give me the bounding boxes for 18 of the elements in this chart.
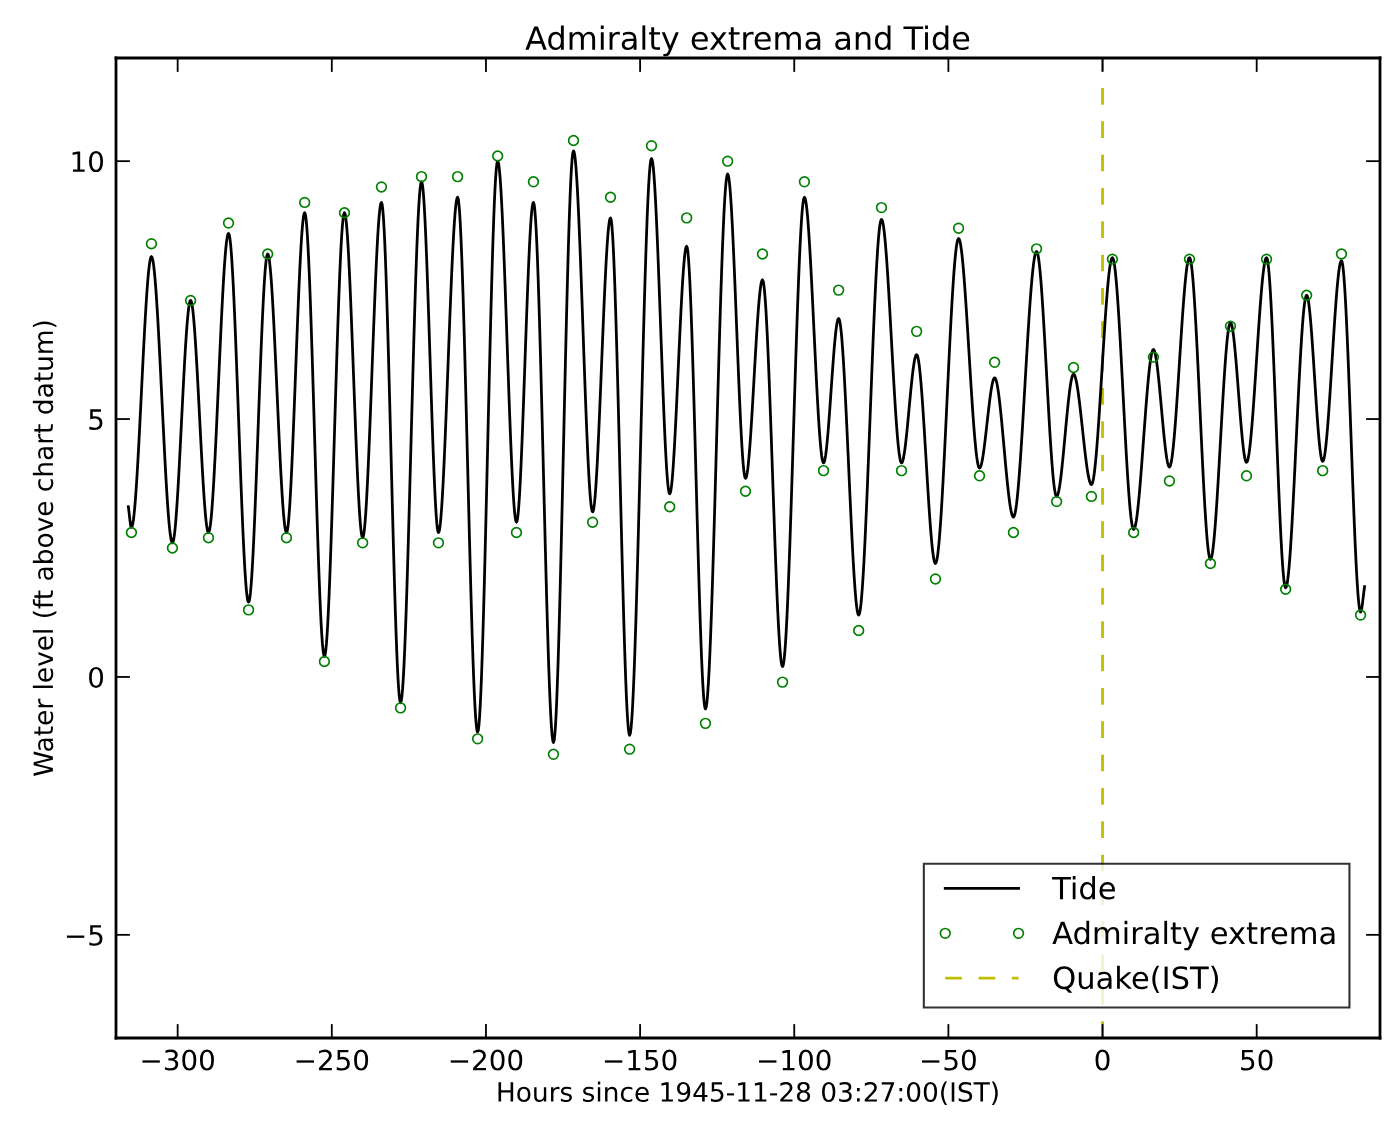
- y-axis-title: Water level (ft above chart datum): [32, 321, 57, 776]
- legend-label: Admiralty extrema: [1052, 920, 1335, 951]
- ref-line-label: Quake(IST): [1053, 965, 1218, 993]
- x-axis-title: Hours since 1945-11-28 03:27:00(IST): [498, 1081, 998, 1106]
- y-tick-label: 10: [72, 151, 104, 173]
- x-tick-label: −300: [142, 1049, 214, 1071]
- y-tick-label: 5: [89, 409, 103, 430]
- x-tick-label: −150: [604, 1049, 677, 1071]
- x-tick-label: −200: [450, 1049, 523, 1071]
- x-tick-label: 50: [1241, 1049, 1273, 1071]
- chart-title: Admiralty extrema and Tide: [525, 25, 970, 57]
- y-tick-label: −5: [66, 925, 103, 946]
- x-tick-label: −250: [296, 1049, 369, 1071]
- x-tick-label: −100: [759, 1049, 831, 1071]
- legend-label: Tide: [1052, 875, 1115, 900]
- x-tick-label: −50: [922, 1049, 976, 1071]
- x-tick-label: 0: [1095, 1049, 1110, 1071]
- y-tick-label: 0: [89, 666, 104, 688]
